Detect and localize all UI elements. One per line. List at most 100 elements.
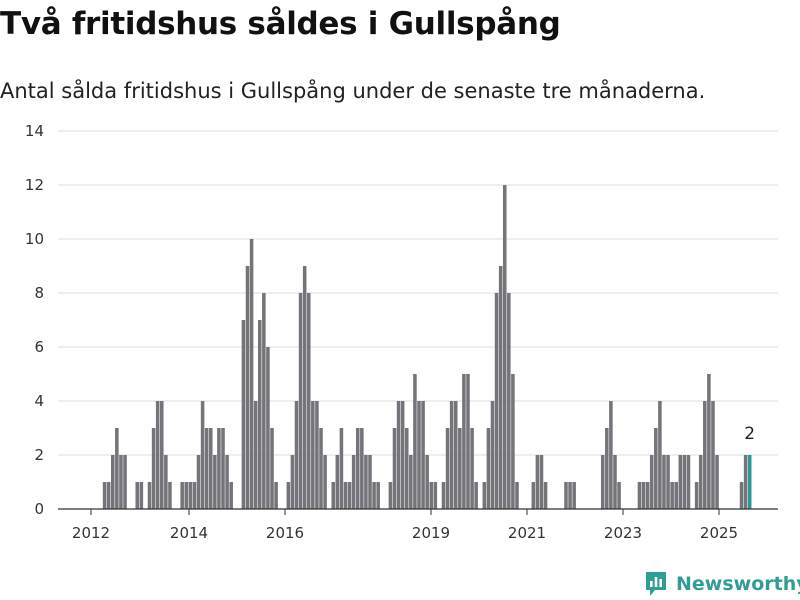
bar — [711, 401, 715, 509]
bar — [458, 428, 462, 509]
bar — [670, 482, 674, 509]
bar — [502, 185, 507, 509]
bar — [568, 482, 572, 509]
bar — [462, 374, 466, 509]
bar — [111, 455, 115, 509]
bar — [421, 401, 425, 509]
bar — [135, 482, 140, 509]
bar — [649, 455, 654, 509]
y-tick-label: 0 — [34, 500, 44, 518]
bar — [425, 455, 429, 509]
bar — [539, 455, 544, 509]
bar — [674, 482, 678, 509]
bar — [400, 401, 405, 509]
bar — [188, 482, 193, 509]
bar — [355, 428, 360, 509]
newsworthy-logo[interactable]: Newsworthy — [644, 570, 800, 598]
bar — [213, 455, 217, 509]
x-tick-label: 2016 — [266, 524, 304, 542]
bar — [253, 401, 258, 509]
bar — [641, 482, 646, 509]
bar — [229, 482, 233, 509]
bar — [535, 455, 540, 509]
bar — [180, 482, 184, 509]
x-tick-label: 2021 — [508, 524, 546, 542]
bar — [217, 428, 221, 509]
bar — [294, 401, 299, 509]
bar — [376, 482, 380, 509]
bar — [123, 455, 127, 509]
bar — [388, 482, 393, 509]
bar — [302, 266, 307, 509]
bar — [445, 428, 450, 509]
bar — [311, 401, 315, 509]
bar — [743, 455, 748, 509]
bar — [372, 482, 376, 509]
bar — [347, 482, 352, 509]
bar — [139, 482, 144, 509]
bar — [364, 455, 368, 509]
y-tick-label: 12 — [25, 176, 44, 194]
bar — [221, 428, 225, 509]
bar — [392, 428, 397, 509]
x-tick-label: 2023 — [604, 524, 642, 542]
bar — [323, 455, 327, 509]
bar — [404, 428, 409, 509]
bar — [257, 320, 262, 509]
bar — [266, 347, 270, 509]
bar — [564, 482, 568, 509]
bar — [449, 401, 454, 509]
y-tick-label: 8 — [34, 284, 44, 302]
bar — [200, 401, 205, 509]
bar — [168, 482, 172, 509]
bar — [225, 455, 229, 509]
bar — [184, 482, 189, 509]
bar — [102, 482, 107, 509]
y-tick-label: 14 — [25, 122, 44, 140]
y-tick-label: 6 — [34, 338, 44, 356]
bar — [331, 482, 336, 509]
page-title: Två fritidshus såldes i Gullspång — [0, 6, 561, 42]
bar — [119, 455, 123, 509]
x-tick-label: 2014 — [170, 524, 208, 542]
bar — [482, 482, 487, 509]
bar — [155, 401, 160, 509]
bar — [335, 455, 340, 509]
bar — [106, 482, 111, 509]
bar — [498, 266, 503, 509]
bar — [682, 455, 687, 509]
bar — [474, 482, 478, 509]
bar — [270, 428, 274, 509]
bar — [413, 374, 417, 509]
bar — [396, 401, 401, 509]
bar — [192, 482, 197, 509]
y-tick-label: 4 — [34, 392, 44, 410]
bar — [515, 482, 519, 509]
bar — [739, 482, 744, 509]
bar — [600, 455, 605, 509]
highlight-data-label: 2 — [744, 424, 755, 444]
bar — [490, 401, 495, 509]
bar — [511, 374, 515, 509]
bar — [351, 455, 356, 509]
bar — [494, 293, 499, 509]
bar — [262, 293, 266, 509]
bar — [249, 239, 254, 509]
bar — [164, 455, 168, 509]
bar — [466, 374, 470, 509]
bar — [572, 482, 576, 509]
bar — [286, 482, 291, 509]
bar — [343, 482, 348, 509]
bar — [429, 482, 434, 509]
x-tick-label: 2019 — [412, 524, 450, 542]
bar — [694, 482, 699, 509]
bar — [319, 428, 323, 509]
bar — [609, 401, 613, 509]
bar — [658, 401, 662, 509]
bar — [698, 455, 703, 509]
bar — [204, 428, 209, 509]
bar — [605, 428, 609, 509]
bar — [368, 455, 372, 509]
bar — [115, 428, 119, 509]
